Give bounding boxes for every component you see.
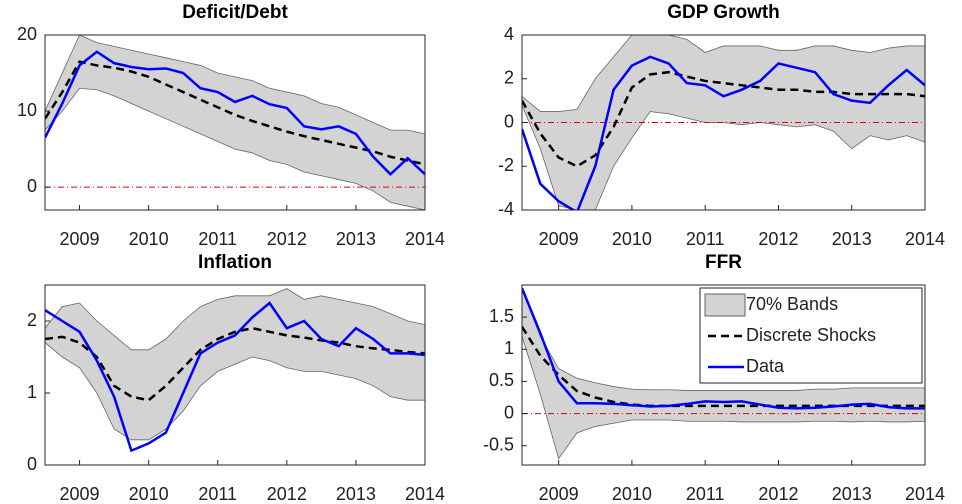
panel-title: Deficit/Debt [182, 2, 288, 23]
x-tick-label: 2012 [267, 229, 307, 249]
series-line [522, 287, 925, 410]
band-area [45, 288, 425, 441]
x-tick-label: 2014 [405, 484, 445, 504]
panel-title: FFR [705, 252, 742, 273]
x-tick-label: 2014 [405, 229, 445, 249]
axes-box [44, 284, 426, 466]
band-area [522, 288, 925, 460]
x-tick-label: 2009 [60, 484, 100, 504]
x-tick-label: 2009 [539, 229, 579, 249]
y-tick-label: 1.5 [489, 306, 514, 326]
series-line [45, 326, 425, 402]
y-tick-label: 1 [27, 382, 37, 402]
series-line [45, 301, 425, 453]
y-tick-label: 2 [27, 310, 37, 330]
panel-title: GDP Growth [667, 2, 780, 23]
x-tick-label: 2011 [198, 229, 237, 249]
x-tick-label: 2013 [832, 484, 872, 504]
x-tick-label: 2012 [758, 229, 798, 249]
y-tick-label: 0.5 [489, 370, 514, 390]
y-tick-label: 0 [27, 454, 37, 474]
y-tick-label: -2 [498, 155, 514, 175]
y-tick-label: -0.5 [483, 434, 514, 454]
panel-title: Inflation [198, 252, 272, 273]
series-line [522, 70, 925, 168]
series-line [522, 326, 925, 408]
y-tick-label: 0 [504, 111, 514, 131]
band-area [45, 35, 425, 210]
x-tick-label: 2014 [905, 484, 945, 504]
x-tick-label: 2010 [129, 229, 169, 249]
x-tick-label: 2010 [612, 229, 652, 249]
x-tick-label: 2009 [60, 229, 100, 249]
axes-box [44, 34, 426, 211]
legend-label: 70% Bands [746, 294, 838, 314]
y-tick-label: 4 [504, 24, 514, 44]
x-tick-label: 2009 [539, 484, 579, 504]
y-tick-label: 1 [504, 338, 514, 358]
y-tick-label: 20 [17, 24, 37, 44]
x-tick-label: 2011 [198, 484, 237, 504]
x-tick-label: 2010 [612, 484, 652, 504]
legend-label: Data [746, 356, 785, 376]
series-line [45, 60, 425, 166]
series-line [45, 50, 425, 176]
x-tick-label: 2012 [267, 484, 307, 504]
x-tick-label: 2011 [686, 229, 725, 249]
x-tick-label: 2010 [129, 484, 169, 504]
legend-label: Discrete Shocks [746, 325, 876, 345]
x-tick-label: 2011 [686, 484, 725, 504]
x-tick-label: 2014 [905, 229, 945, 249]
y-tick-label: 0 [504, 402, 514, 422]
x-tick-label: 2013 [336, 229, 376, 249]
y-tick-label: 10 [17, 100, 37, 120]
y-tick-label: -4 [498, 199, 514, 219]
panel [45, 35, 425, 210]
x-tick-label: 2013 [336, 484, 376, 504]
legend-swatch [704, 293, 746, 317]
panel [522, 35, 925, 210]
axes-box [521, 284, 926, 466]
x-tick-label: 2012 [758, 484, 798, 504]
y-tick-label: 0 [27, 176, 37, 196]
y-tick-label: 2 [504, 68, 514, 88]
x-tick-label: 2013 [832, 229, 872, 249]
panel [45, 285, 425, 465]
series-line [522, 55, 925, 210]
